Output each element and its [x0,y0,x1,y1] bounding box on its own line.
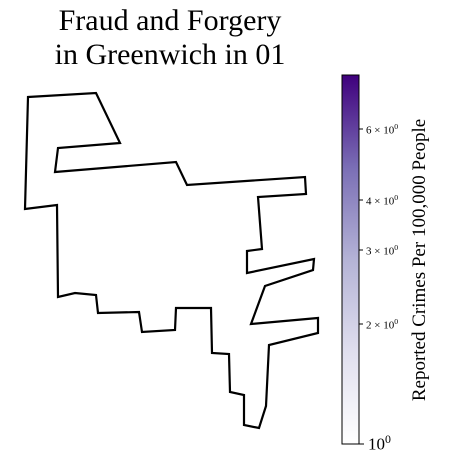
map-canvas [23,91,320,430]
colorbar-gradient [341,74,360,445]
colorbar-tick-label-6: 6 × 100 [366,122,399,137]
colorbar-ticks [359,128,364,445]
map-title: Fraud and Forgery in Greenwich in 01 [0,4,340,72]
colorbar-tick-label-1: 100 [368,432,391,454]
title-line-2: in Greenwich in 01 [54,38,286,71]
colorbar-tick-label-2: 2 × 100 [366,317,399,332]
colorbar-label: Reported Crimes Per 100,000 People [409,118,430,402]
greenwich-boundary [23,91,320,430]
colorbar-tick-label-4: 4 × 100 [366,193,399,208]
title-line-1: Fraud and Forgery [58,4,282,37]
colorbar-tick-label-3: 3 × 100 [366,243,399,258]
